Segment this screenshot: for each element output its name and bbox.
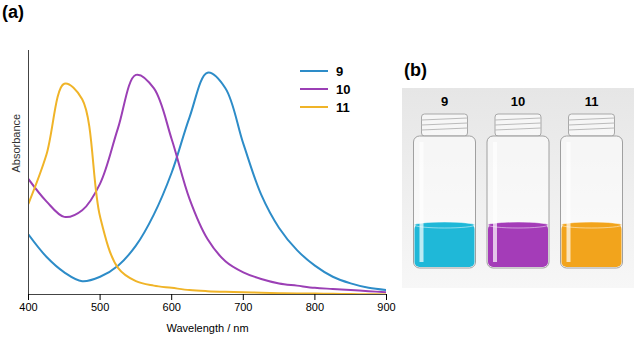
- html-text:(b): (b): [404, 60, 427, 80]
- html-text:10: 10: [336, 81, 351, 97]
- svg-text:600: 600: [163, 301, 181, 313]
- svg-text:Wavelength / nm: Wavelength / nm: [166, 322, 248, 334]
- svg-text:800: 800: [306, 301, 324, 313]
- svg-text:500: 500: [91, 301, 109, 313]
- html-text:9: 9: [336, 63, 344, 79]
- svg-text:9: 9: [441, 94, 448, 109]
- html-text:(a): (a): [2, 2, 24, 22]
- svg-text:10: 10: [511, 94, 525, 109]
- svg-text:Absorbance: Absorbance: [10, 114, 22, 173]
- svg-text:400: 400: [19, 301, 37, 313]
- html-text:11: 11: [336, 99, 350, 115]
- svg-text:900: 900: [377, 301, 395, 313]
- svg-text:11: 11: [585, 94, 599, 109]
- svg-text:700: 700: [234, 301, 252, 313]
